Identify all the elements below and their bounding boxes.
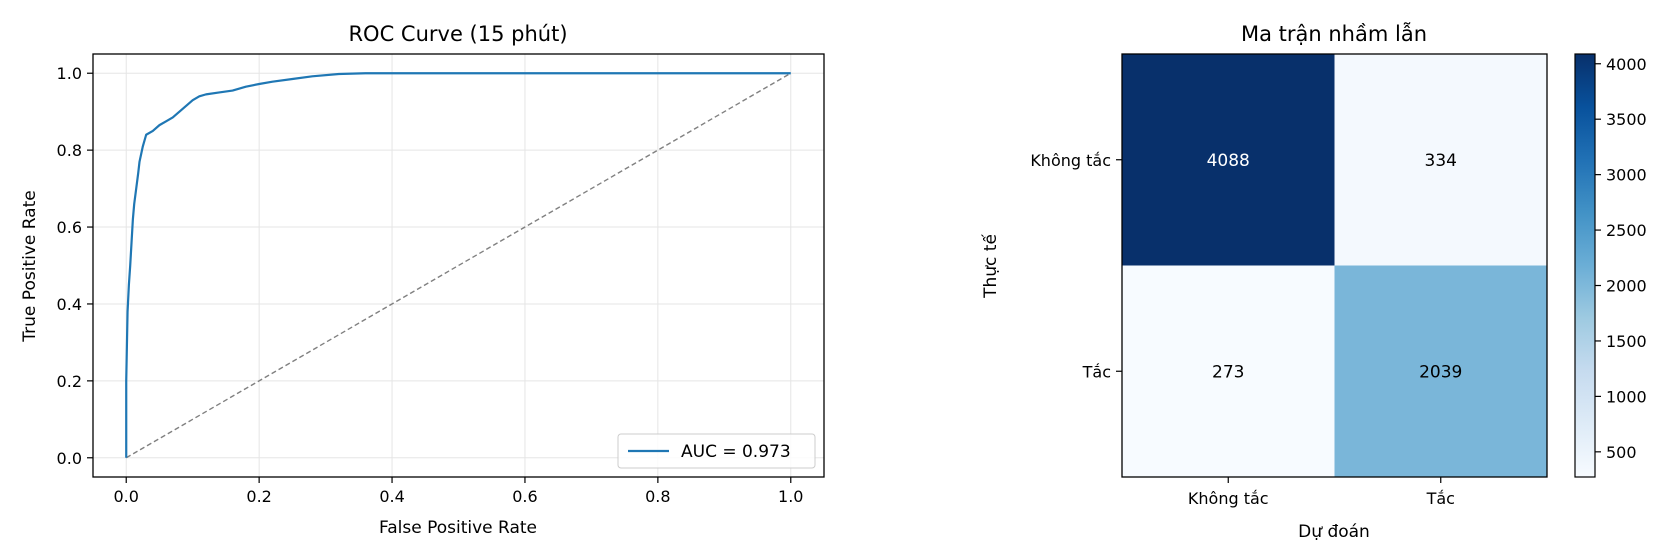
colorbar-tick-label: 2500 <box>1606 221 1647 240</box>
roc-chart-title: ROC Curve (15 phút) <box>348 22 567 46</box>
roc-chance-diagonal-line <box>125 72 792 459</box>
colorbar-tick-label: 1000 <box>1606 387 1647 406</box>
roc-plot-area <box>125 72 792 459</box>
confusion-matrix-cells: 4088 334 273 2039 <box>1122 54 1547 477</box>
confusion-matrix-x-axis-label: Dự đoán <box>1298 522 1370 542</box>
roc-x-tick-label: 0.4 <box>379 487 404 506</box>
confusion-matrix-cell-value: 334 <box>1425 151 1457 171</box>
roc-x-axis-label: False Positive Rate <box>379 518 537 538</box>
confusion-matrix-x-tick-label: Không tắc <box>1188 489 1269 508</box>
confusion-matrix-y-tick-label: Không tắc <box>1030 151 1111 170</box>
roc-x-ticks: 0.0 0.2 0.4 0.6 0.8 1.0 <box>114 477 803 506</box>
roc-x-tick-label: 1.0 <box>778 487 803 506</box>
roc-y-tick-label: 0.0 <box>57 449 82 468</box>
roc-x-tick-label: 0.8 <box>645 487 670 506</box>
confusion-matrix-cell-value: 2039 <box>1419 362 1462 382</box>
confusion-matrix-chart: Ma trận nhầm lẫn 4088 334 273 2039 Không tắ… <box>980 21 1647 542</box>
roc-x-tick-label: 0.6 <box>512 487 537 506</box>
confusion-matrix-y-axis-label: Thực tế <box>980 234 1001 299</box>
colorbar-tick-label: 3500 <box>1606 110 1647 129</box>
legend-label: AUC = 0.973 <box>681 442 791 462</box>
roc-y-tick-label: 0.8 <box>57 141 82 160</box>
roc-chart: ROC Curve (15 phút) 0.0 0.2 0.4 0.6 0.8 1.0 0… <box>20 22 825 538</box>
colorbar-tick-label: 2000 <box>1606 277 1647 296</box>
roc-y-tick-label: 0.2 <box>57 372 82 391</box>
roc-y-tick-label: 1.0 <box>57 64 82 83</box>
colorbar-tick-label: 4000 <box>1606 55 1647 74</box>
roc-y-ticks: 0.0 0.2 0.4 0.6 0.8 1.0 <box>57 64 93 468</box>
roc-y-tick-label: 0.4 <box>57 295 82 314</box>
confusion-matrix-title: Ma trận nhầm lẫn <box>1241 21 1427 46</box>
confusion-matrix-y-ticks: Không tắc Tắc <box>1030 151 1122 381</box>
confusion-matrix-cell <box>1122 265 1335 477</box>
confusion-matrix-x-ticks: Không tắc Tắc <box>1188 477 1455 508</box>
legend-box <box>617 433 816 469</box>
roc-curve-line <box>125 72 791 458</box>
colorbar-tick-label: 3000 <box>1606 166 1647 185</box>
confusion-matrix-frame <box>1121 53 1548 478</box>
confusion-matrix-cell <box>1334 54 1547 266</box>
colorbar-gradient <box>1574 53 1596 478</box>
confusion-matrix-x-tick-label: Tắc <box>1426 489 1455 508</box>
confusion-matrix-y-tick-label: Tắc <box>1082 362 1111 381</box>
roc-y-tick-label: 0.6 <box>57 218 82 237</box>
roc-grid <box>93 54 824 477</box>
colorbar-tick-label: 500 <box>1606 443 1637 462</box>
roc-axes-frame <box>92 53 825 478</box>
colorbar: 500 1000 1500 2000 2500 3000 3500 4000 <box>1574 53 1647 478</box>
confusion-matrix-cell-value: 4088 <box>1207 151 1250 171</box>
confusion-matrix-cell <box>1334 265 1547 477</box>
confusion-matrix-cell-value: 273 <box>1212 362 1244 382</box>
roc-y-axis-label: True Positive Rate <box>20 190 40 342</box>
colorbar-tick-label: 1500 <box>1606 332 1647 351</box>
roc-x-tick-label: 0.2 <box>246 487 271 506</box>
roc-x-tick-label: 0.0 <box>114 487 139 506</box>
roc-legend: AUC = 0.973 <box>617 433 816 469</box>
confusion-matrix-cell <box>1122 54 1335 266</box>
